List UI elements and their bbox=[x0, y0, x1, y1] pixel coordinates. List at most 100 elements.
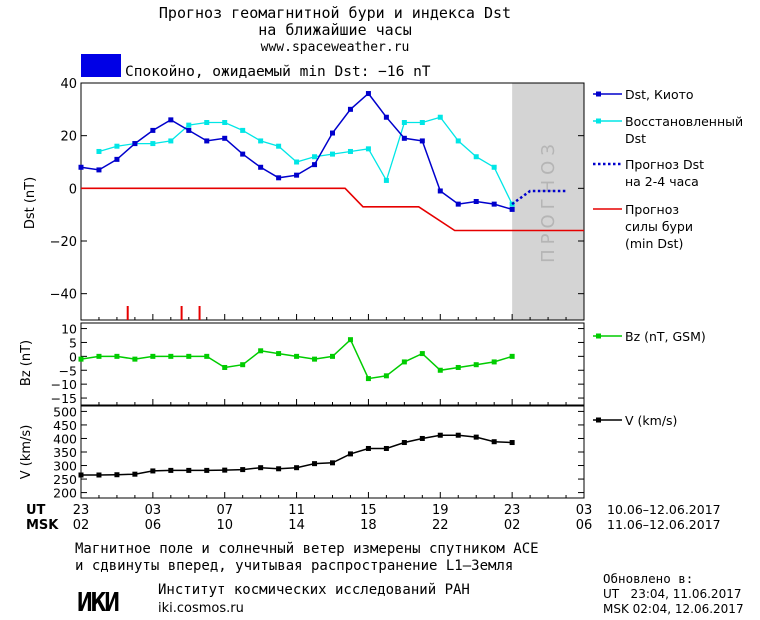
y-tick-label: 0 bbox=[69, 349, 77, 364]
restored-dst-point bbox=[419, 120, 425, 125]
updated-label: Обновлено в: bbox=[603, 571, 693, 586]
speed-point bbox=[509, 440, 515, 446]
msk-tick-label: 14 bbox=[288, 518, 305, 533]
speed-point bbox=[312, 461, 318, 467]
legend-speed-marker bbox=[596, 417, 601, 423]
kyoto-dst-point bbox=[365, 91, 371, 97]
y-tick-label: 250 bbox=[53, 472, 77, 487]
bz-point bbox=[312, 356, 318, 362]
ut-tick-label: 15 bbox=[360, 503, 377, 518]
kyoto-dst-point bbox=[419, 138, 425, 144]
kyoto-dst-point bbox=[401, 135, 407, 141]
speed-point bbox=[186, 467, 192, 473]
restored-dst-point bbox=[114, 143, 120, 149]
bz-point bbox=[401, 359, 407, 365]
speed-point bbox=[204, 467, 210, 473]
bz-axis-title: Bz (nT) bbox=[19, 340, 34, 386]
institute-name: Институт космических исследований РАН bbox=[158, 582, 470, 598]
bz-panel-frame bbox=[80, 322, 585, 406]
storm-forecast-line bbox=[81, 187, 584, 232]
bz-point bbox=[330, 353, 335, 359]
msk-date-range: 11.06–12.06.2017 bbox=[607, 517, 721, 532]
speed-point bbox=[347, 451, 353, 457]
bz-point bbox=[78, 356, 84, 362]
bz-point bbox=[114, 353, 120, 359]
y-tick-label: −40 bbox=[50, 288, 77, 303]
kyoto-dst-point bbox=[276, 175, 282, 181]
kyoto-dst-point bbox=[437, 188, 443, 194]
bz-point bbox=[168, 353, 174, 359]
dst-panel-frame bbox=[80, 82, 585, 321]
restored-dst-point bbox=[312, 154, 318, 160]
legend-restored-label-2: Dst bbox=[625, 131, 646, 146]
legend-forecast-storm: Прогноз силы бури (min Dst) bbox=[593, 202, 693, 251]
bz-point bbox=[132, 356, 138, 362]
kyoto-dst-point bbox=[132, 141, 138, 147]
y-tick-label: 450 bbox=[53, 418, 77, 433]
time-axis: UT MSK 23020306071011141518192223020306 … bbox=[26, 314, 721, 533]
bz-point bbox=[347, 337, 353, 343]
kyoto-dst-line bbox=[80, 92, 513, 211]
legend: Dst, Киото Восстановленный Dst Прогноз D… bbox=[593, 87, 743, 428]
y-tick-label: 10 bbox=[61, 322, 77, 337]
bz-point bbox=[294, 353, 300, 359]
y-tick-label: 500 bbox=[53, 404, 77, 419]
kyoto-dst-point bbox=[294, 172, 300, 178]
bz-point bbox=[276, 351, 282, 357]
kyoto-dst-point bbox=[96, 167, 102, 173]
speed-axis-title: V (km/s) bbox=[19, 425, 34, 480]
speed-point bbox=[258, 465, 264, 471]
y-tick-label: 40 bbox=[60, 77, 77, 92]
kyoto-dst-point bbox=[509, 206, 515, 212]
legend-dst-kyoto: Dst, Киото bbox=[593, 87, 694, 102]
y-tick-label: −15 bbox=[51, 391, 77, 406]
speed-point bbox=[294, 465, 300, 471]
iki-logo: ИКИ bbox=[77, 588, 121, 618]
kyoto-dst-point bbox=[186, 127, 192, 133]
measurement-note-line2: и сдвинуты вперед, учитывая распростране… bbox=[75, 558, 513, 574]
kyoto-dst-point bbox=[78, 164, 84, 170]
speed-point bbox=[276, 466, 282, 472]
restored-dst-point bbox=[276, 143, 282, 149]
dst-y-axis: −40 −20 0 20 40 bbox=[50, 77, 584, 303]
dst-axis-title: Dst (nT) bbox=[23, 177, 38, 229]
legend-forecast-storm-label-3: (min Dst) bbox=[625, 236, 683, 251]
source-url[interactable]: www.spaceweather.ru bbox=[261, 40, 410, 55]
legend-forecast-dst-label-2: на 2-4 часа bbox=[625, 174, 699, 189]
restored-dst-line bbox=[98, 116, 513, 205]
msk-tick-label: 02 bbox=[504, 518, 521, 533]
speed-point bbox=[473, 434, 479, 440]
speed-point bbox=[401, 440, 407, 446]
speed-point bbox=[96, 472, 102, 478]
legend-restored-label-1: Восстановленный bbox=[625, 114, 743, 129]
ut-tick-label: 23 bbox=[504, 503, 521, 518]
legend-dst-kyoto-label: Dst, Киото bbox=[625, 87, 694, 102]
ut-tick-label: 07 bbox=[216, 503, 233, 518]
bz-point bbox=[383, 373, 389, 379]
speed-point bbox=[168, 467, 174, 473]
legend-restored-marker bbox=[596, 118, 601, 124]
bz-point bbox=[186, 353, 192, 359]
restored-dst-point bbox=[222, 120, 228, 125]
restored-dst-point bbox=[240, 127, 246, 133]
msk-tick-label: 18 bbox=[360, 518, 377, 533]
kyoto-dst-point bbox=[330, 130, 335, 136]
speed-point bbox=[383, 445, 389, 451]
legend-restored-dst: Восстановленный Dst bbox=[593, 114, 743, 146]
legend-speed-label: V (km/s) bbox=[625, 413, 677, 428]
y-tick-label: 5 bbox=[69, 335, 77, 350]
msk-tick-label: 22 bbox=[432, 518, 449, 533]
bz-point bbox=[150, 353, 156, 359]
legend-forecast-dst: Прогноз Dst на 2-4 часа bbox=[593, 157, 704, 189]
kyoto-dst-point bbox=[168, 117, 174, 123]
legend-forecast-dst-label-1: Прогноз Dst bbox=[625, 157, 704, 172]
restored-dst-point bbox=[455, 138, 461, 144]
speed-point bbox=[150, 468, 156, 474]
restored-dst-point bbox=[168, 138, 174, 144]
bz-point bbox=[222, 364, 228, 370]
institute-url[interactable]: iki.cosmos.ru bbox=[158, 601, 244, 616]
dst-panel: ПРОГНОЗ −40 −20 0 20 40 Dst (nT) bbox=[23, 77, 585, 321]
bz-point bbox=[509, 353, 515, 359]
